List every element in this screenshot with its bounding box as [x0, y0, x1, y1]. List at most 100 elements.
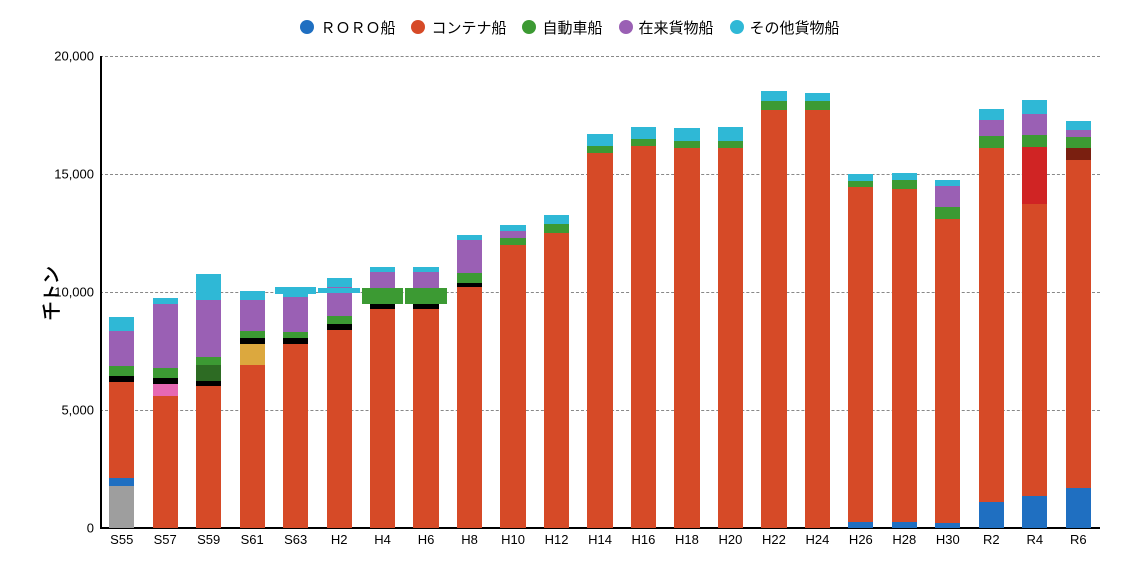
- y-axis-line: [100, 56, 102, 528]
- x-tick-label: R6: [1070, 532, 1087, 547]
- bar-segment: [848, 181, 873, 187]
- bar-segment: [1022, 147, 1047, 204]
- bar-segment: [587, 134, 612, 146]
- legend-marker-icon: [730, 20, 744, 34]
- bar-wide-segment: [405, 288, 446, 303]
- x-tick-label: H28: [892, 532, 916, 547]
- bar-segment: [283, 344, 308, 528]
- bar-segment: [892, 173, 917, 180]
- bar: [457, 235, 482, 528]
- bar-segment: [979, 120, 1004, 137]
- bar-segment: [196, 386, 221, 528]
- bar-segment: [674, 148, 699, 528]
- bar-segment: [1022, 100, 1047, 114]
- legend-label: 在来貨物船: [639, 17, 714, 38]
- bar-segment: [761, 110, 786, 528]
- bar-segment: [196, 381, 221, 387]
- x-tick-label: H16: [632, 532, 656, 547]
- bar: [674, 128, 699, 528]
- bar-segment: [153, 384, 178, 396]
- bar-segment: [1022, 204, 1047, 497]
- bar-segment: [153, 304, 178, 368]
- legend-item: 自動車船: [522, 17, 602, 38]
- bar-segment: [370, 272, 395, 289]
- bar-segment: [631, 139, 656, 146]
- x-tick-label: R4: [1026, 532, 1043, 547]
- bar: [327, 278, 352, 528]
- bar: [413, 267, 438, 528]
- bar-segment: [196, 357, 221, 365]
- bar-segment: [327, 324, 352, 330]
- bar: [196, 274, 221, 528]
- x-tick-label: H20: [718, 532, 742, 547]
- bar: [805, 93, 830, 528]
- legend-item: コンテナ船: [411, 17, 506, 38]
- bar-segment: [196, 365, 221, 380]
- bar-segment: [500, 238, 525, 245]
- bar-segment: [587, 146, 612, 153]
- stacked-bar-chart: ＲＯＲＯ船コンテナ船自動車船在来貨物船その他貨物船 千トン 05,00010,0…: [0, 0, 1140, 576]
- x-tick-label: S63: [284, 532, 307, 547]
- bar-segment: [979, 136, 1004, 148]
- bar-segment: [544, 233, 569, 528]
- bar: [1022, 100, 1047, 528]
- bar-segment: [805, 101, 830, 110]
- bar: [1066, 121, 1091, 528]
- bar: [718, 127, 743, 528]
- bar-segment: [1066, 121, 1091, 130]
- bar-segment: [457, 235, 482, 240]
- bar-segment: [109, 382, 134, 479]
- x-tick-label: H22: [762, 532, 786, 547]
- bar-segment: [457, 283, 482, 288]
- bar-segment: [109, 366, 134, 375]
- legend-item: ＲＯＲＯ船: [300, 17, 395, 38]
- x-tick-label: S61: [241, 532, 264, 547]
- bar-segment: [327, 278, 352, 287]
- legend-label: コンテナ船: [431, 17, 506, 38]
- bar-segment: [1066, 130, 1091, 137]
- bar-segment: [979, 148, 1004, 502]
- bar: [240, 291, 265, 528]
- bar: [109, 317, 134, 528]
- bar-segment: [1022, 496, 1047, 528]
- bar-segment: [718, 127, 743, 141]
- bar-segment: [240, 331, 265, 338]
- x-tick-label: H26: [849, 532, 873, 547]
- bar-segment: [196, 300, 221, 357]
- legend-marker-icon: [522, 20, 536, 34]
- x-tick-label: S57: [154, 532, 177, 547]
- bar-segment: [848, 187, 873, 522]
- bar-segment: [153, 378, 178, 384]
- bar: [500, 225, 525, 528]
- x-tick-label: S59: [197, 532, 220, 547]
- bar: [631, 127, 656, 528]
- bar-segment: [761, 91, 786, 100]
- bar: [283, 292, 308, 528]
- bar-segment: [196, 274, 221, 300]
- bar-segment: [1066, 488, 1091, 528]
- bar-segment: [500, 245, 525, 528]
- bar-segment: [370, 309, 395, 528]
- bar-segment: [544, 224, 569, 233]
- bar-segment: [979, 109, 1004, 120]
- bar: [544, 215, 569, 528]
- bar-segment: [631, 146, 656, 528]
- bar-segment: [892, 522, 917, 528]
- bar-segment: [283, 297, 308, 332]
- legend-item: その他貨物船: [730, 17, 840, 38]
- x-tick-label: H24: [805, 532, 829, 547]
- x-tick-label: H8: [461, 532, 478, 547]
- bar-segment: [500, 231, 525, 238]
- bar-segment: [153, 368, 178, 379]
- legend-marker-icon: [300, 20, 314, 34]
- bar-segment: [892, 189, 917, 522]
- bar-segment: [935, 219, 960, 523]
- bar: [848, 174, 873, 528]
- grid-line: [100, 56, 1100, 57]
- bar-segment: [848, 522, 873, 528]
- x-tick-label: S55: [110, 532, 133, 547]
- bar-segment: [240, 344, 265, 365]
- x-tick-label: H10: [501, 532, 525, 547]
- bar-segment: [935, 180, 960, 186]
- bar-segment: [283, 332, 308, 338]
